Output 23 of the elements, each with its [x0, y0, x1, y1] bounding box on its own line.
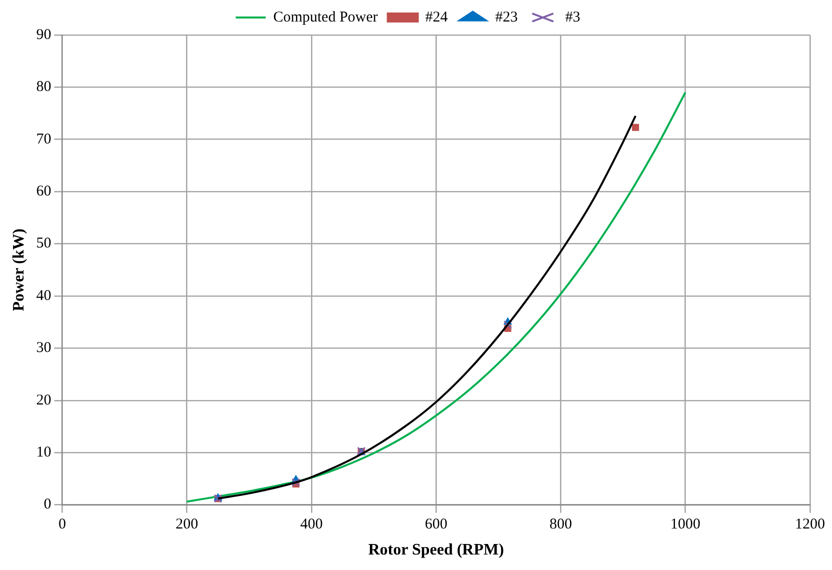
y-tick-label: 10 — [36, 444, 52, 461]
y-tick-label: 70 — [36, 131, 52, 148]
x-tick-label: 1000 — [670, 516, 700, 533]
y-axis-title: Power (kW) — [10, 228, 28, 312]
y-tick-label: 60 — [36, 184, 52, 200]
x-tick-label: 0 — [58, 516, 66, 533]
x-tick-label: 400 — [300, 516, 323, 533]
x-tick-label: 600 — [424, 516, 448, 533]
x-tick-label: 1200 — [795, 516, 825, 533]
y-tick-label: 0 — [44, 496, 52, 513]
legend-label: Computed Power — [273, 9, 378, 26]
y-tick-label: 80 — [36, 79, 52, 96]
y-tick-label: 50 — [36, 236, 52, 252]
legend-label: #23 — [495, 9, 518, 26]
y-tick-label: 30 — [36, 340, 52, 356]
x-tick-label: 200 — [176, 516, 198, 533]
y-tick-label: 40 — [36, 288, 52, 304]
x-tick-label: 800 — [549, 516, 572, 533]
y-tick-label: 20 — [36, 392, 52, 408]
legend-label: #3 — [565, 9, 580, 26]
legend-label: #24 — [425, 9, 448, 26]
x-axis-title: Rotor Speed (RPM) — [368, 542, 504, 559]
y-tick-label: 90 — [36, 26, 52, 43]
